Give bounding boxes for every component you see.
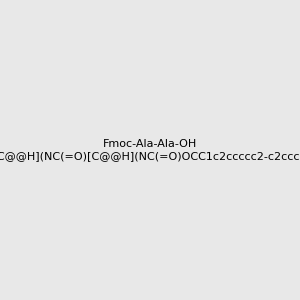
Text: Fmoc-Ala-Ala-OH
O=C(O)[C@@H](NC(=O)[C@@H](NC(=O)OCC1c2ccccc2-c2ccccc21)C)C: Fmoc-Ala-Ala-OH O=C(O)[C@@H](NC(=O)[C@@H… <box>0 139 300 161</box>
